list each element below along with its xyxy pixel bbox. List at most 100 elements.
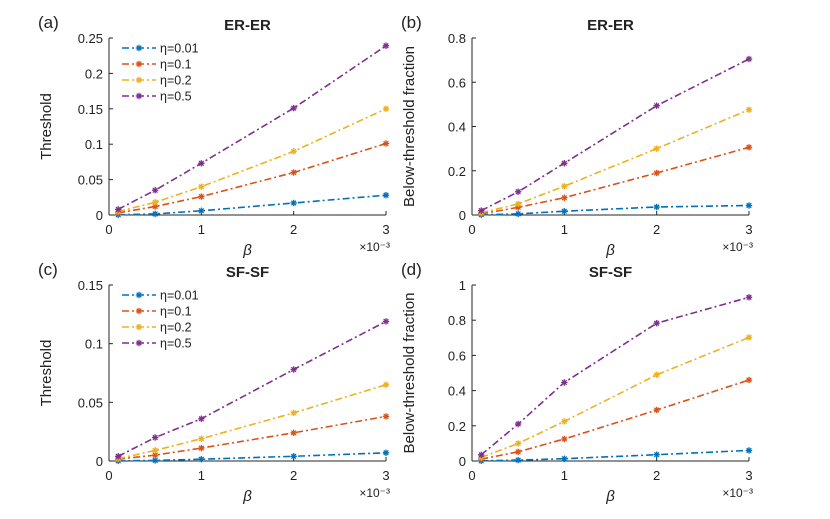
panel-c-series-3-point: [290, 409, 297, 417]
panel-c-title: SF-SF: [226, 264, 269, 281]
panel-a-series-1-point-d2: [152, 211, 158, 217]
panel-d-series-4-point-d2: [478, 452, 484, 458]
panel-d-series-4: [478, 294, 753, 459]
panel-c-series-1-line: [118, 452, 387, 462]
panel-a-series-3-point-d2: [152, 199, 158, 206]
panel-c-legend-label: η=0.2: [160, 321, 192, 335]
panel-b-series-1-point-d2: [515, 211, 521, 217]
panel-c-x-tick-label: 3: [382, 468, 389, 483]
panel-a-x-tick-label: 2: [290, 222, 297, 237]
panel-a-series-4-point-d2: [383, 43, 389, 49]
panel-b-series-1-point: [561, 208, 568, 215]
panel-b-series-2-line: [481, 146, 750, 215]
panel-c-series-2-point-d2: [198, 445, 205, 451]
panel-d-label: (d): [401, 260, 422, 279]
panel-d-y-tick-label: 0: [459, 454, 466, 469]
panel-a-y-tick-label: 0.15: [78, 102, 103, 117]
panel-b-series-4-point: [478, 207, 485, 214]
panel-c-series-4-point-d2: [152, 434, 158, 441]
panel-b-series-2: [478, 144, 753, 218]
panel-a-series-2-point-d2: [152, 203, 158, 210]
panel-c-legend-marker: [135, 339, 143, 347]
panel-c-legend-marker: [135, 291, 143, 299]
panel-d-x-tick-label: 3: [745, 468, 752, 483]
panel-b-y-tick-label: 0.8: [448, 31, 466, 46]
panel-a-y-tick-label: 0.1: [85, 137, 103, 152]
panel-b-series-4-point-d2: [561, 160, 568, 166]
panel-b-series-3-point-d2: [653, 145, 660, 152]
panel-d-series-4-point-d2: [515, 421, 521, 427]
panel-c-series-3-point-d2: [152, 447, 158, 454]
panel-b-series-1-point: [745, 202, 753, 209]
panel-b-series-2-point-d2: [746, 144, 752, 151]
panel-c-legend-marker: [135, 323, 143, 331]
panel-a-series-3-point-d2: [383, 106, 389, 112]
panel-b-y-tick-label: 0: [459, 208, 466, 223]
panel-d-x-tick-label: 0: [468, 468, 475, 483]
panel-a-y-tick-label: 0.2: [85, 66, 103, 81]
panel-a-legend-marker-d2: [136, 93, 142, 99]
panel-d-series-1-point: [514, 456, 522, 464]
panel-c-y-tick-label: 0: [96, 454, 103, 469]
panel-a-series-2-point: [290, 169, 297, 176]
panel-d-x-tick-label: 1: [561, 468, 568, 483]
panel-b-series-1-point-d2: [746, 202, 752, 209]
panel-a-x-multiplier: ×10⁻³: [359, 240, 390, 254]
panel-d-series-2-point: [745, 376, 753, 384]
panel-a-series-4-point-d2: [198, 160, 205, 167]
panel-c-legend-marker-d2: [136, 324, 142, 330]
panel-b-x-tick-label: 0: [468, 222, 475, 237]
panel-a-title: ER-ER: [224, 17, 271, 34]
panel-c-series-2-point: [290, 429, 297, 437]
panel-c-legend-label: η=0.1: [160, 305, 192, 319]
panel-a-y-tick-label: 0: [96, 208, 103, 223]
panel-c-x-tick-label: 1: [198, 468, 205, 483]
panel-d-title: SF-SF: [589, 264, 632, 281]
panel-a-legend-label: η=0.2: [160, 74, 192, 88]
panel-c-series-1-point-d2: [290, 453, 297, 460]
panel-d-series-4-point: [561, 379, 568, 386]
panel-a-series-2-point-d2: [290, 169, 297, 176]
panel-a-series-2: [115, 140, 390, 217]
panel-c-series-2-point-d2: [383, 413, 389, 420]
panel-c-series-4-point-d2: [383, 318, 389, 325]
panel-a-series-2-point: [198, 193, 205, 200]
panel-b-x-tick-label: 2: [653, 222, 660, 237]
panel-c-legend: η=0.01 η=0.1 η=0.2 η=0.5: [122, 289, 199, 351]
panel-b-y-tick-label: 0.2: [448, 164, 466, 179]
panel-d-series-2-point: [653, 406, 660, 414]
panel-d-series-4-point-d2: [561, 379, 568, 386]
panel-d-y-tick-label: 0.6: [448, 348, 466, 363]
panel-c: (c) SF-SF 0 1 2 3 0 0.05 0.1 0.15 β ×10⁻³ Threshold η…: [38, 260, 390, 505]
panel-d-series-2-point-d2: [653, 407, 660, 413]
panel-d-series-3-point: [561, 418, 568, 425]
panel-d-series-3-point-d2: [515, 440, 521, 447]
panel-a-series-4-point: [115, 206, 122, 213]
panel-b-series-3-point: [745, 106, 753, 113]
panel-a-series-4-point: [290, 104, 297, 112]
panel-d-x-tick-label: 2: [653, 468, 660, 483]
panel-a-series-4-point: [151, 187, 159, 194]
panel-a-series-1-line: [118, 194, 387, 216]
panel-b-label: (b): [401, 13, 422, 32]
panel-d-series-2-point-d2: [746, 377, 752, 383]
panel-b-series-3: [478, 106, 753, 216]
panel-b-series-3-point: [561, 183, 568, 190]
panel-d-series-3-point: [745, 334, 753, 341]
panel-b-series-4-point: [561, 160, 568, 167]
panel-a: (a) ER-ER 0 1 2 3 0 0.05 0.1 0.15 0.2 0.25 β ×10⁻³ Thr…: [38, 13, 390, 259]
panel-a-y-label: Threshold: [38, 93, 55, 160]
panel-b-series-1-line: [481, 204, 750, 216]
panel-d-y-label: Below-threshold fraction: [401, 293, 418, 454]
panel-a-series-3-point-d2: [198, 183, 205, 190]
panel-d-series-4-point: [478, 451, 485, 459]
panel-c-series-4-point: [290, 366, 297, 373]
panel-b-y-tick-label: 0.4: [448, 120, 466, 135]
panel-a-legend-label: η=0.1: [160, 58, 192, 72]
panel-a-series-2-point-d2: [198, 193, 205, 200]
panel-b-series-4-point: [653, 102, 660, 109]
panel-c-x-label: β: [242, 488, 252, 505]
panel-c-series-1-point: [382, 449, 390, 456]
panel-b-x-tick-label: 1: [561, 222, 568, 237]
